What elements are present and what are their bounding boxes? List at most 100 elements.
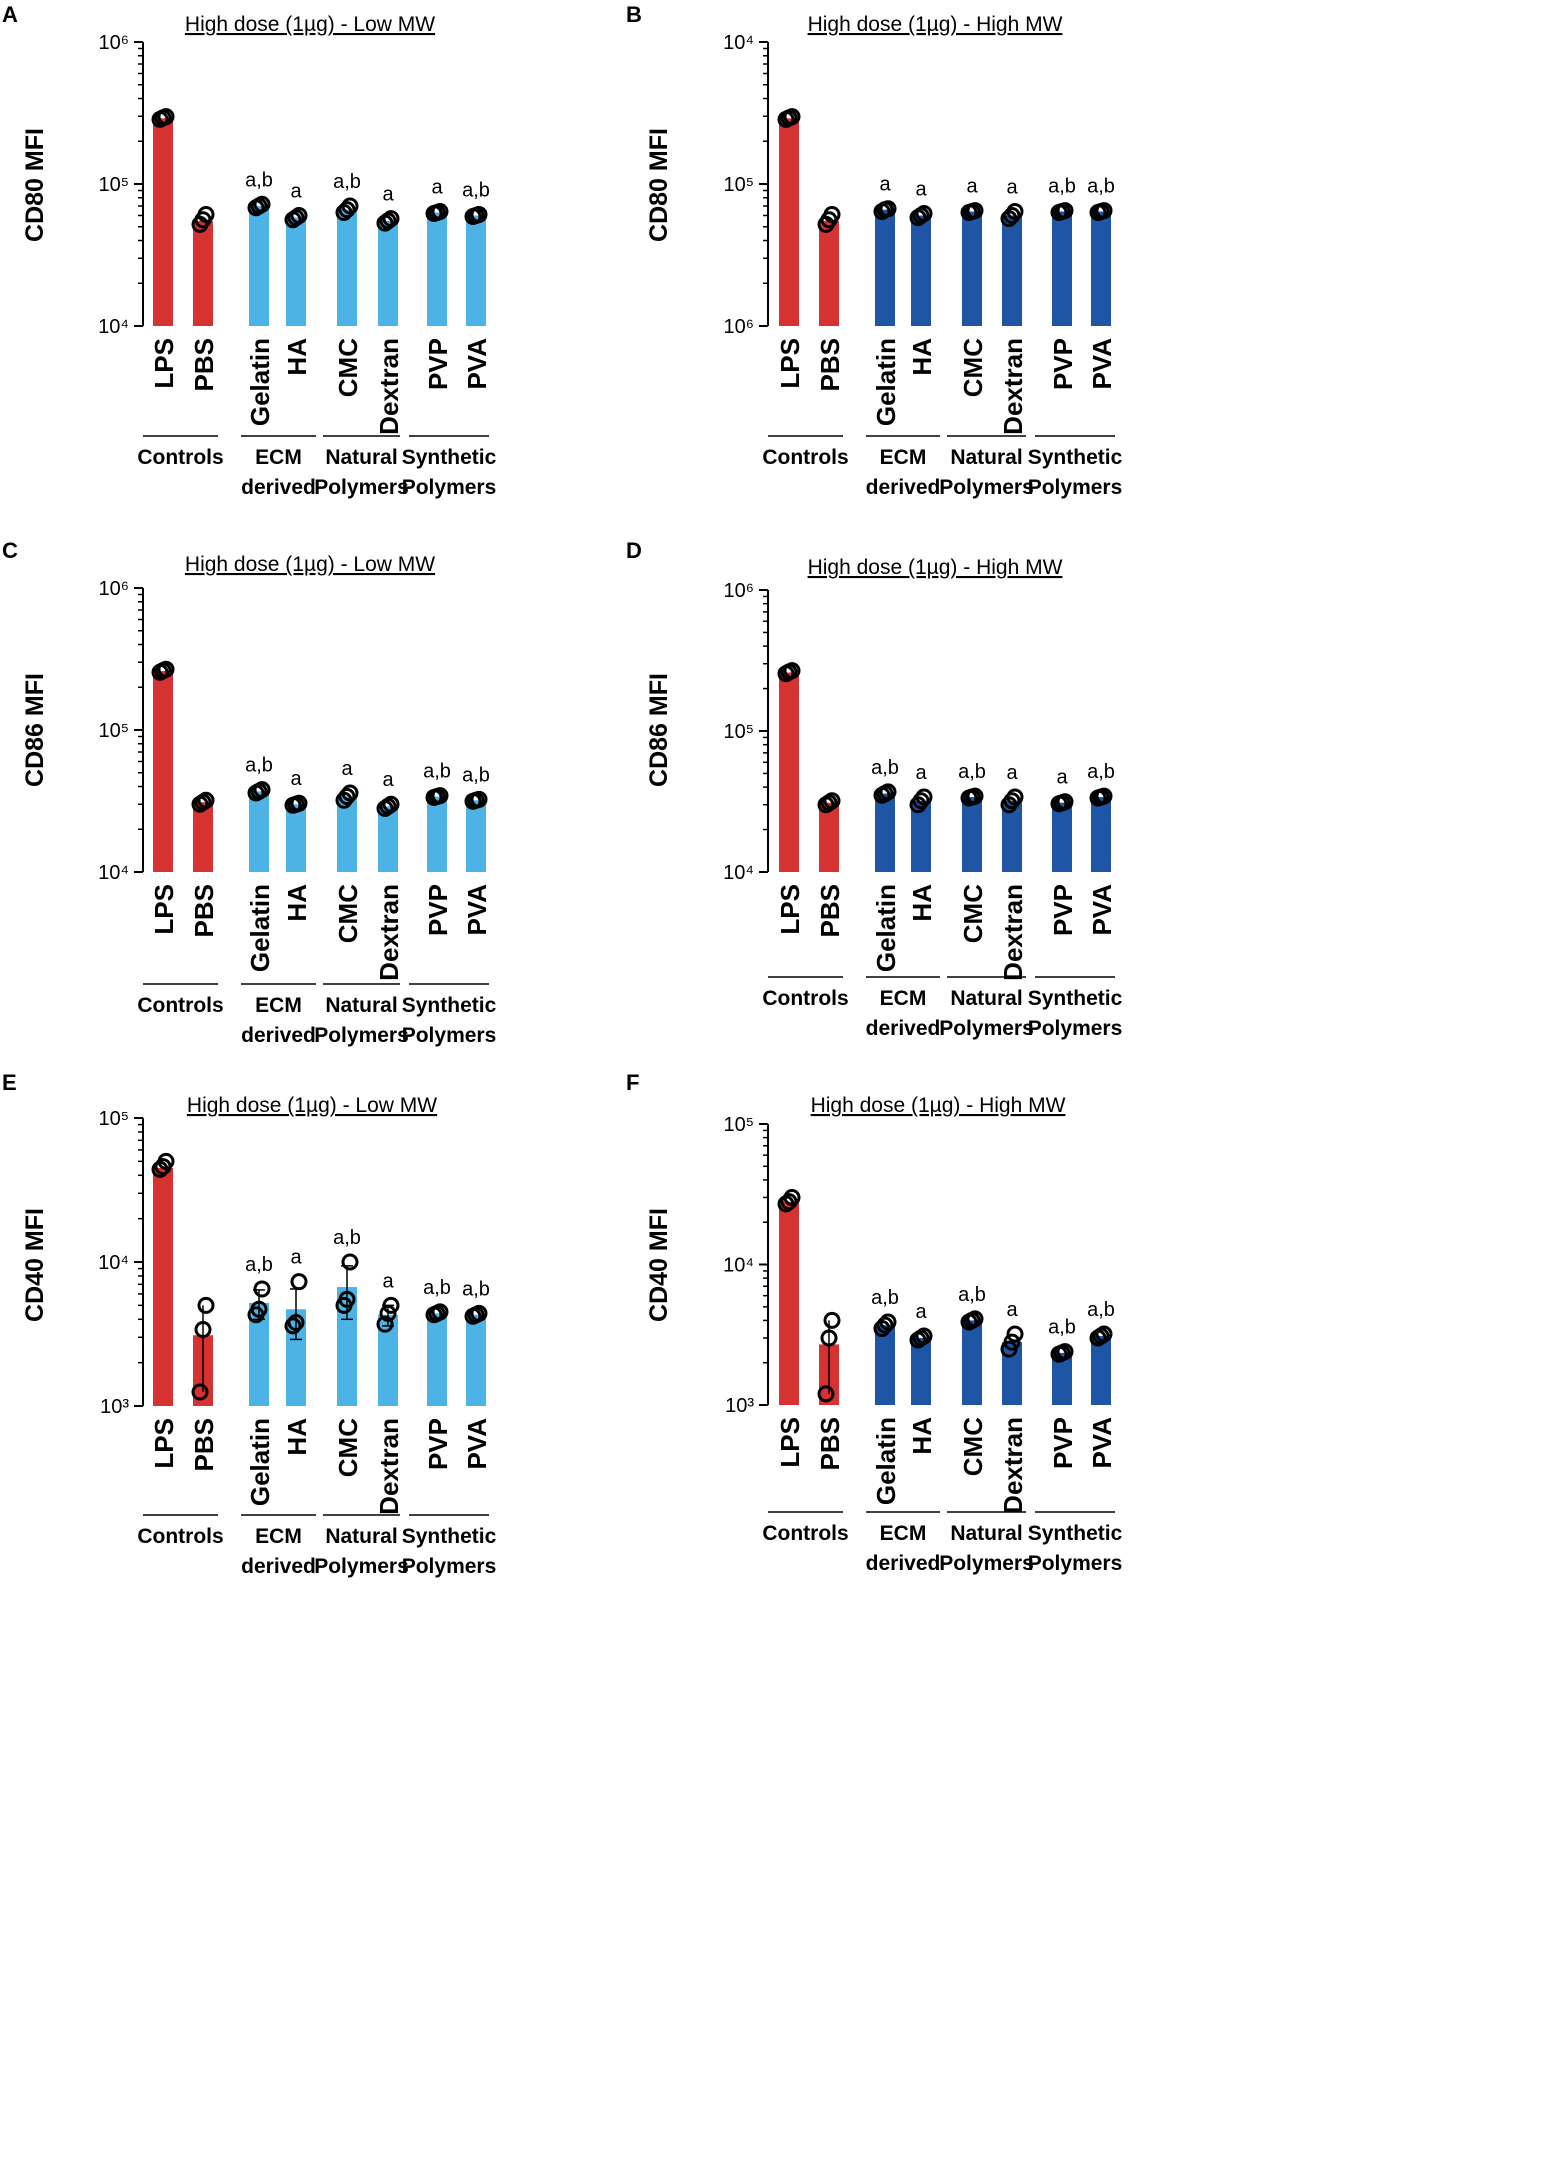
panel-d-group-label: Natural [950, 987, 1022, 1010]
panel-e-group-label: derived [241, 1555, 316, 1578]
panel-e-data-point [197, 1296, 215, 1314]
panel-d-bar-pvp [1052, 802, 1072, 872]
panel-c-ylabel: CD86 MFI [21, 673, 49, 787]
panel-c-data-point [157, 660, 175, 678]
panel-a-bar-pbs [193, 220, 213, 326]
panel-a-data-point [338, 201, 356, 219]
panel-c-data-point [382, 795, 400, 813]
panel-c-annotation: a [382, 769, 394, 791]
panel-b-ytick-label: 10⁵ [723, 174, 754, 196]
panel-b-bar-gelatin [875, 209, 895, 326]
panel-e-xtick-pva: PVA [462, 1418, 492, 1470]
panel-f-data-point [879, 1313, 897, 1331]
panel-b-data-point [915, 204, 933, 222]
panel-f-title: High dose (1µg) - High MW [811, 1094, 1066, 1117]
panel-f-data-point [1056, 1343, 1074, 1361]
panel-a-group-label: Natural [325, 446, 397, 469]
panel-d-bar-pbs [819, 802, 839, 872]
panel-b-bar-lps [779, 118, 799, 327]
panel-f-annotation: a,b [1048, 1317, 1076, 1339]
panel-f-data-point [966, 1310, 984, 1328]
panel-d-bar-gelatin [875, 793, 895, 872]
panel-e-xtick-lps: LPS [149, 1418, 179, 1469]
panel-c-group-label: Synthetic [402, 994, 497, 1017]
panel-f-ytick-label: 10⁴ [723, 1255, 754, 1277]
panel-a-group-label: Controls [137, 446, 223, 469]
panel-f-data-point [783, 1188, 801, 1206]
panel-f-group-label: derived [866, 1552, 941, 1575]
panel-e-data-point [284, 1317, 302, 1335]
panel-c-annotation: a,b [462, 764, 490, 786]
panel-b-bar-pbs [819, 220, 839, 326]
panel-a-bar-pva [466, 215, 486, 326]
panel-e-xtick-dextran: Dextran [374, 1418, 404, 1515]
panel-a-xtick-lps: LPS [149, 338, 179, 389]
panel-a: A High dose (1µg) - Low MW CD80 MFI 10⁴ 10⁵ 1… [2, 2, 497, 499]
panel-c-bar-lps [153, 671, 173, 872]
panel-f-bar-dextran [1002, 1342, 1022, 1405]
panel-a-group-label: Polymers [402, 476, 497, 499]
panel-b-annotation: a [915, 178, 927, 200]
panel-c-letter: C [2, 538, 18, 563]
panel-d-xtick-pbs: PBS [815, 884, 845, 937]
panel-b-group-label: Polymers [1028, 476, 1123, 499]
panel-b-group-label: ECM [880, 446, 927, 469]
panel-d-data-point [1006, 788, 1024, 806]
panel-b-annotation: a [966, 176, 978, 198]
panel-a-data-point [341, 197, 359, 215]
panel-e-data-point [470, 1304, 488, 1322]
panel-d-bar-pva [1091, 797, 1111, 872]
panel-e-ylabel: CD40 MFI [21, 1208, 49, 1322]
panel-c-data-point [338, 788, 356, 806]
panel-e-group-label: ECM [255, 1525, 302, 1548]
panel-d-group-label: ECM [880, 987, 927, 1010]
panel-e-ytick-label: 10³ [100, 1396, 129, 1418]
panel-f-group-label: Synthetic [1028, 1522, 1123, 1545]
panel-e-group-label: Controls [137, 1525, 223, 1548]
panel-c-annotation: a,b [245, 755, 273, 777]
panel-d-data-point [823, 792, 841, 810]
panel-d-annotation: a [1056, 767, 1068, 789]
panel-c-xtick-lps: LPS [149, 884, 179, 935]
panel-c-annotation: a [341, 758, 353, 780]
panel-f-bar-lps [779, 1201, 799, 1405]
panel-d-xtick-gelatin: Gelatin [871, 884, 901, 972]
panel-d-data-point [1003, 792, 1021, 810]
panel-d-data-point [1056, 793, 1074, 811]
panel-d-group-label: Controls [762, 987, 848, 1010]
panel-a-data-point [157, 108, 175, 126]
panel-f-group-label: Polymers [1028, 1552, 1123, 1575]
panel-e-data-point [287, 1314, 305, 1332]
panel-e-data-point [431, 1303, 449, 1321]
panel-f-xtick-ha: HA [907, 1417, 937, 1455]
panel-f-xtick-dextran: Dextran [998, 1417, 1028, 1514]
panel-a-annotation: a,b [245, 169, 273, 191]
panel-a-bar-gelatin [249, 205, 269, 326]
panel-b-annotation: a [1006, 177, 1018, 199]
panel-c-data-point [470, 790, 488, 808]
panel-b-title: High dose (1µg) - High MW [808, 13, 1063, 36]
panel-b-group-label: derived [866, 476, 941, 499]
panel-c-annotation: a,b [423, 761, 451, 783]
panel-e-group-label: Natural [325, 1525, 397, 1548]
panel-a-bar-dextran [378, 220, 398, 326]
panel-f-bar-pvp [1052, 1352, 1072, 1405]
panel-d-data-point [879, 783, 897, 801]
panel-b-bar-cmc [962, 211, 982, 326]
panel-c-data-point [253, 781, 271, 799]
panel-e-annotation: a,b [423, 1277, 451, 1299]
panel-b-group-label: Synthetic [1028, 446, 1123, 469]
panel-b-annotation: a,b [1087, 176, 1115, 198]
panel-f-xtick-lps: LPS [775, 1417, 805, 1468]
panel-b-data-point [1095, 202, 1113, 220]
panel-e-group-label: Polymers [314, 1555, 409, 1578]
panel-c-bar-pvp [427, 796, 447, 872]
panel-e-annotation: a [382, 1270, 394, 1292]
panel-b-annotation: a,b [1048, 176, 1076, 198]
panel-b-ytick-label: 10⁴ [723, 32, 754, 54]
panel-c-bar-gelatin [249, 791, 269, 872]
panel-e-bar-pvp [427, 1313, 447, 1406]
panel-f-data-point [823, 1311, 841, 1329]
panel-e-xtick-ha: HA [282, 1418, 312, 1456]
panel-b-xtick-gelatin: Gelatin [871, 338, 901, 426]
